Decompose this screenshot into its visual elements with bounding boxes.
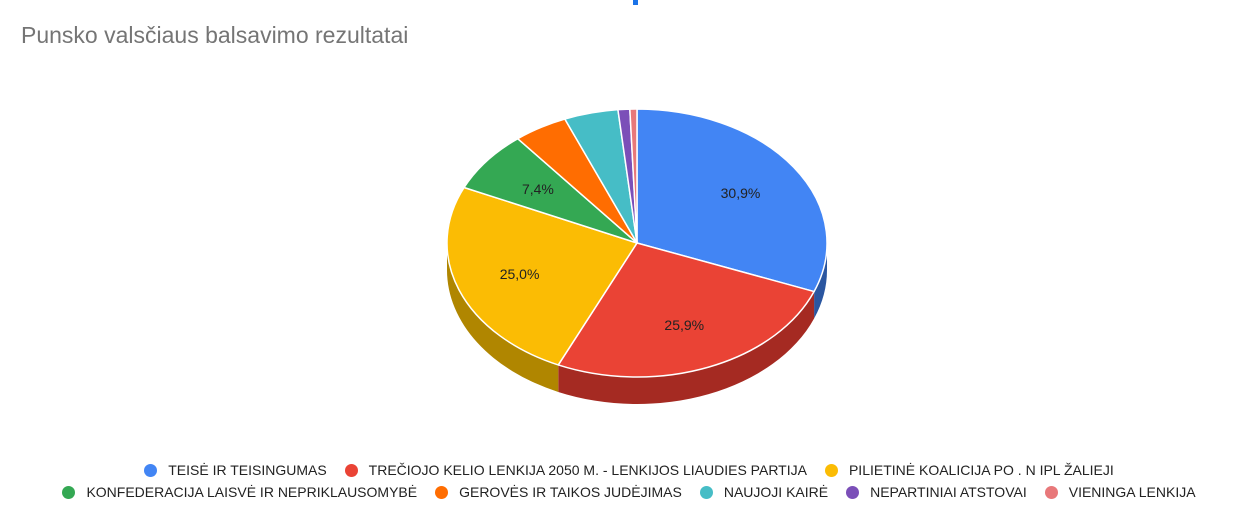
- legend-item-7[interactable]: VIENINGA LENKIJA: [1044, 484, 1196, 500]
- legend-label: PILIETINĖ KOALICIJA PO . N IPL ŽALIEJI: [848, 462, 1114, 478]
- legend-item-1[interactable]: TREČIOJO KELIO LENKIJA 2050 M. - LENKIJO…: [344, 462, 807, 478]
- pie-slice-7[interactable]: [629, 108, 638, 244]
- legend-label: TREČIOJO KELIO LENKIJA 2050 M. - LENKIJO…: [368, 462, 807, 478]
- pie-label-layer: 30,9% 25,9% 25,0% 7,4%: [500, 181, 761, 333]
- pie-chart: 30,9% 25,9% 25,0% 7,4%: [446, 108, 828, 404]
- slice-label-3: 7,4%: [522, 181, 554, 197]
- legend-swatch-icon: [344, 463, 358, 477]
- legend-swatch-icon: [699, 485, 713, 499]
- pie-side-1: [558, 291, 815, 404]
- legend-swatch-icon: [824, 463, 838, 477]
- slice-label-2: 25,0%: [500, 266, 540, 282]
- legend-label: NAUJOJI KAIRĖ: [723, 484, 829, 500]
- legend-row-2: KONFEDERACIJA LAISVĖ IR NEPRIKLAUSOMYBĖ G…: [0, 484, 1258, 500]
- legend-label: VIENINGA LENKIJA: [1068, 484, 1196, 500]
- legend-label: GEROVĖS IR TAIKOS JUDĖJIMAS: [459, 484, 682, 500]
- slice-label-1: 25,9%: [664, 317, 704, 333]
- pie-top-layer: [446, 108, 828, 378]
- legend-swatch-icon: [435, 485, 449, 499]
- legend-item-2[interactable]: PILIETINĖ KOALICIJA PO . N IPL ŽALIEJI: [824, 462, 1114, 478]
- legend-label: NEPARTINIAI ATSTOVAI: [870, 484, 1027, 500]
- legend-row-1: TEISĖ IR TEISINGUMAS TREČIOJO KELIO LENKI…: [0, 462, 1258, 478]
- pie-slice-2[interactable]: [446, 186, 638, 366]
- pie-slice-1[interactable]: [557, 242, 815, 378]
- legend-swatch-icon: [62, 485, 76, 499]
- legend-item-3[interactable]: KONFEDERACIJA LAISVĖ IR NEPRIKLAUSOMYBĖ: [62, 484, 417, 500]
- chart-title: Punsko valsčiaus balsavimo rezultatai: [21, 22, 409, 48]
- legend-swatch-icon: [1044, 485, 1058, 499]
- legend-item-0[interactable]: TEISĖ IR TEISINGUMAS: [144, 462, 327, 478]
- legend-item-6[interactable]: NEPARTINIAI ATSTOVAI: [846, 484, 1027, 500]
- slice-label-0: 30,9%: [721, 185, 761, 201]
- legend-label: KONFEDERACIJA LAISVĖ IR NEPRIKLAUSOMYBĖ: [86, 484, 418, 500]
- top-edge-marker: [633, 0, 638, 5]
- legend-swatch-icon: [144, 463, 158, 477]
- legend-item-5[interactable]: NAUJOJI KAIRĖ: [699, 484, 829, 500]
- legend-swatch-icon: [846, 485, 860, 499]
- pie-slice-0[interactable]: [636, 108, 828, 293]
- legend-label: TEISĖ IR TEISINGUMAS: [168, 462, 327, 478]
- pie-side-0: [814, 243, 827, 319]
- legend-item-4[interactable]: GEROVĖS IR TAIKOS JUDĖJIMAS: [435, 484, 682, 500]
